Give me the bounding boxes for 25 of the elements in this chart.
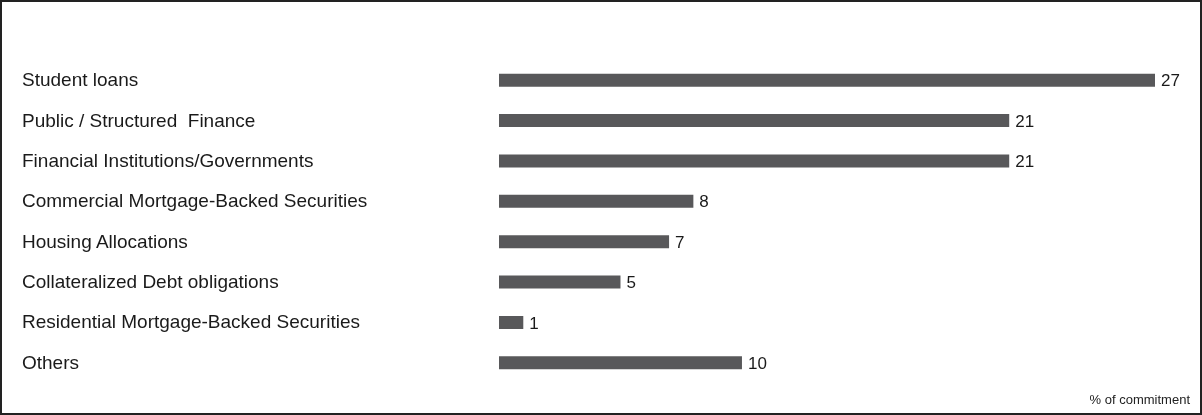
data-label: 27: [1161, 71, 1180, 91]
y-tick-label: Residential Mortgage-Backed Securities: [22, 311, 360, 333]
y-tick-label: Housing Allocations: [22, 230, 188, 252]
data-label: 21: [1015, 111, 1035, 131]
bar: [499, 73, 1155, 87]
data-label: 8: [699, 192, 709, 212]
bar: [499, 275, 621, 289]
bar: [499, 154, 1010, 168]
data-label: 21: [1015, 152, 1035, 172]
data-label: 1: [529, 313, 539, 333]
y-tick-label: Commercial Mortgage-Backed Securities: [22, 190, 368, 212]
y-tick-label: Student loans: [22, 69, 139, 91]
text: % of commitment: [1089, 392, 1190, 407]
y-tick-label: Others: [22, 351, 80, 373]
bar: [499, 315, 524, 329]
y-tick-label: Collateralized Debt obligations: [22, 271, 279, 293]
bar: [499, 114, 1010, 128]
data-label: 7: [675, 232, 685, 252]
bar: [499, 194, 694, 208]
y-tick-label: Public / Structured Finance: [22, 109, 256, 131]
y-tick-label: Financial Institutions/Governments: [22, 149, 314, 171]
data-label: 10: [747, 353, 767, 373]
data-label: 5: [626, 273, 636, 293]
bar: [499, 356, 742, 370]
bar: [499, 235, 670, 249]
